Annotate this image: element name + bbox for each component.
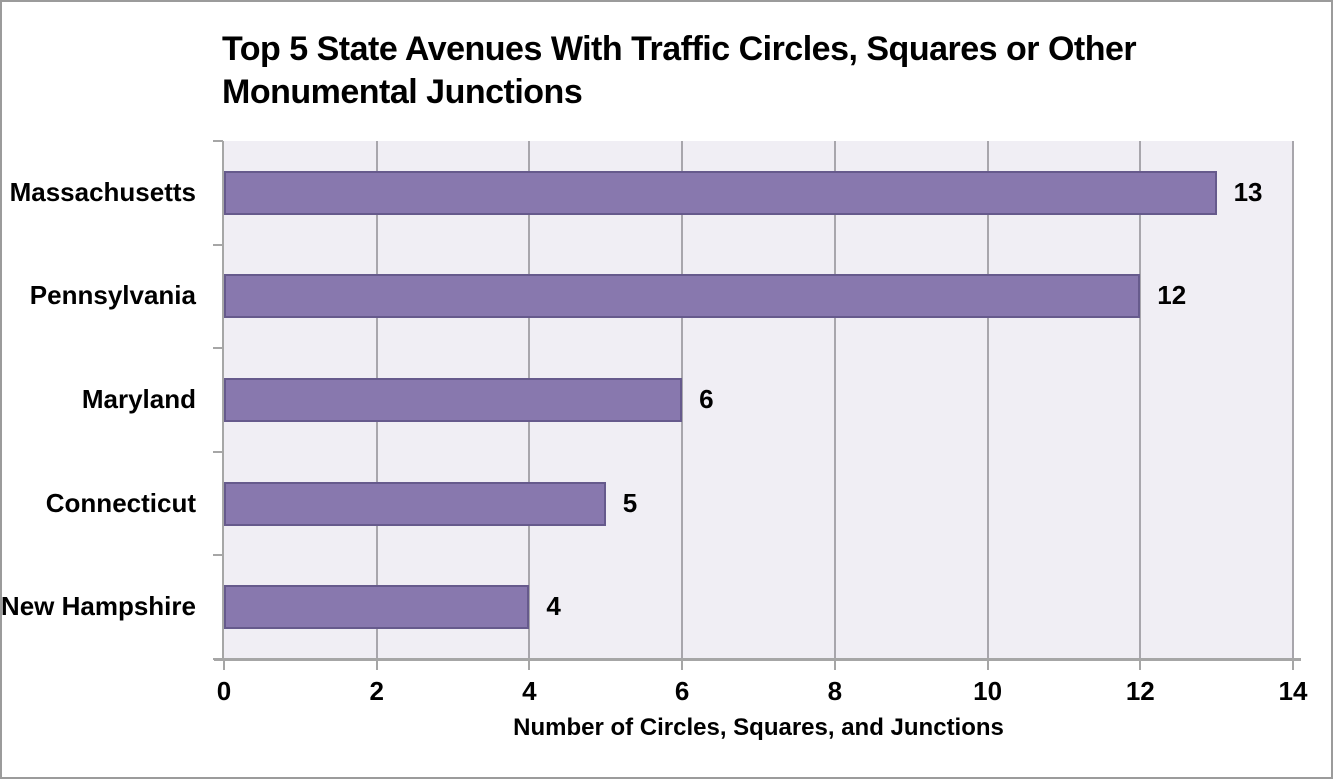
bar-pennsylvania xyxy=(224,274,1141,319)
x-tick-label-8: 8 xyxy=(827,676,843,706)
chart-title: Top 5 State Avenues With Traffic Circles… xyxy=(222,28,1182,114)
value-label: 12 xyxy=(1157,280,1187,311)
x-tick-label-10: 10 xyxy=(973,676,1003,706)
value-label: 13 xyxy=(1233,176,1263,207)
y-axis-tick xyxy=(213,140,223,142)
x-tick-label-12: 12 xyxy=(1125,676,1155,706)
bar-connecticut xyxy=(224,481,606,526)
value-label: 4 xyxy=(546,591,561,622)
x-tick-label-6: 6 xyxy=(674,676,690,706)
chart-title-line-2: Monumental Junctions xyxy=(222,73,583,111)
category-label: Connecticut xyxy=(45,487,196,518)
x-tick-label-2: 2 xyxy=(369,676,384,706)
category-label: Maryland xyxy=(81,384,196,414)
x-tick-label-0: 0 xyxy=(216,676,232,706)
gridline-x-8 xyxy=(833,141,836,659)
y-axis-line xyxy=(222,141,224,661)
x-tick-label-4: 4 xyxy=(522,676,537,706)
bar-massachusetts xyxy=(224,170,1217,215)
category-label: New Hampshire xyxy=(0,591,196,622)
y-axis-tick xyxy=(213,450,223,453)
gridline-x-6 xyxy=(681,141,684,659)
chart-title-line-1: Top 5 State Avenues With Traffic Circles… xyxy=(222,30,1137,68)
x-axis-title: Number of Circles, Squares, and Junction… xyxy=(513,714,1004,741)
x-axis-tick xyxy=(833,661,836,670)
gridline-x-12 xyxy=(1139,141,1142,659)
x-axis-tick xyxy=(528,661,531,670)
x-axis-tick xyxy=(1139,661,1142,670)
y-axis-tick xyxy=(213,554,223,557)
y-axis-tick xyxy=(213,347,223,350)
x-axis-tick xyxy=(1292,661,1294,670)
x-axis-tick xyxy=(223,661,225,670)
category-label: Massachusetts xyxy=(9,176,196,207)
gridline-x-14 xyxy=(1292,141,1294,659)
value-label: 6 xyxy=(699,384,714,414)
x-axis-line xyxy=(214,658,1301,661)
value-label: 5 xyxy=(622,487,638,518)
gridline-x-10 xyxy=(986,141,989,659)
x-axis-tick xyxy=(375,661,378,670)
y-axis-tick xyxy=(213,243,223,246)
bar-new-hampshire xyxy=(224,585,530,630)
category-label: Pennsylvania xyxy=(29,280,196,311)
x-tick-label-14: 14 xyxy=(1278,676,1308,706)
bar-maryland xyxy=(224,378,683,422)
x-axis-tick xyxy=(986,661,989,670)
x-axis-tick xyxy=(681,661,684,670)
